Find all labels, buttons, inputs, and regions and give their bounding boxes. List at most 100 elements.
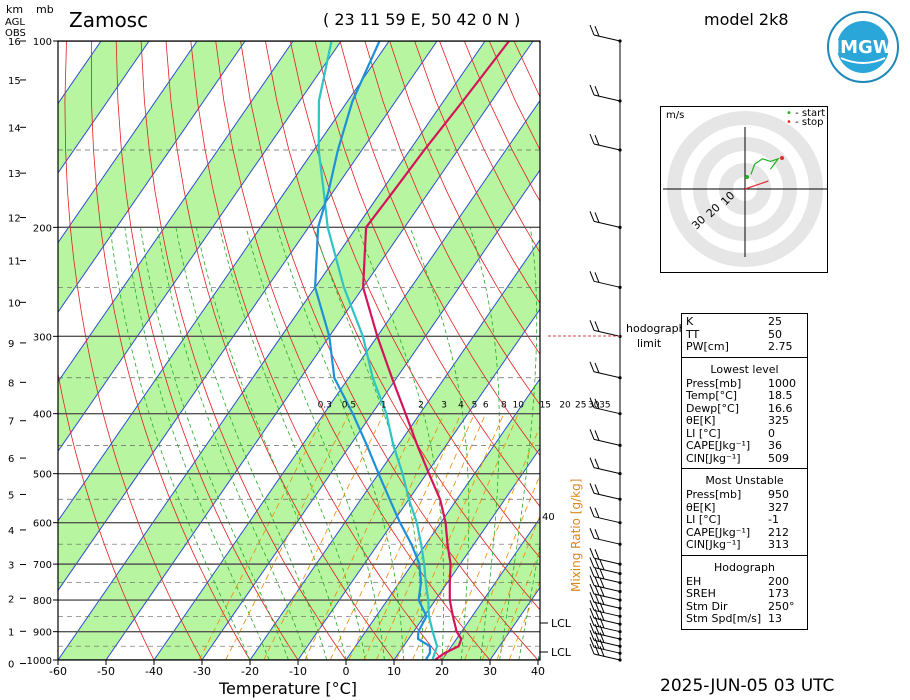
- isotherm: [249, 238, 540, 660]
- hodograph-index-value: 173: [768, 587, 789, 600]
- mixing-ratio-value: 4: [458, 401, 464, 411]
- hodograph-index-key: EH: [686, 574, 702, 588]
- height-tick-label: 7: [8, 417, 14, 428]
- x-tick-label: -50: [97, 665, 115, 678]
- x-tick-label: -30: [193, 665, 211, 678]
- lowest-level-row: Temp[°C] 18.5: [682, 389, 807, 403]
- lowest-level-value: 18.5: [768, 389, 793, 402]
- most-unstable-row: θE[K] 327: [682, 500, 807, 515]
- isotherm: [0, 41, 5, 660]
- logo-text: IMGW: [833, 37, 892, 58]
- pressure-tick-label: 800: [33, 596, 52, 607]
- lowest-level-row: CIN[Jkg⁻¹] 509: [682, 451, 807, 466]
- pressure-tick-label: 900: [33, 628, 52, 639]
- mixing-ratio-value: 1: [381, 401, 387, 411]
- most-unstable-key: LI [°C]: [686, 513, 721, 526]
- mixing-ratio-value: 30: [588, 401, 600, 411]
- index-key: TT: [686, 327, 700, 341]
- most-unstable-value: 327: [768, 500, 789, 514]
- hodograph-index-key: SREH: [686, 587, 716, 600]
- station-coordinates: ( 23 11 59 E, 50 42 0 N ): [323, 10, 521, 29]
- isotherm: [58, 41, 486, 660]
- lcl-label-upper: LCL: [551, 617, 572, 630]
- index-key: PW[cm]: [686, 340, 729, 353]
- mb-unit-label: mb: [36, 3, 54, 16]
- wind-barb: [589, 557, 622, 576]
- height-tick-label: 0: [8, 660, 14, 671]
- mixing-ratio-value: 3: [441, 401, 447, 411]
- lowest-level-row: CAPE[Jkg⁻¹] 36: [682, 439, 807, 453]
- model-label: model 2k8: [704, 10, 789, 29]
- mixing-ratio-line: [329, 413, 445, 660]
- hodograph-index-key: Stm Dir: [686, 599, 728, 613]
- isotherm: [105, 41, 534, 660]
- wind-barb: [589, 397, 622, 416]
- sounding-series-0: [361, 41, 510, 660]
- mixing-ratio-line: [198, 413, 326, 660]
- lowest-level-value: 16.6: [768, 401, 793, 415]
- isotherm: [58, 41, 342, 453]
- x-axis-title: Temperature [°C]: [218, 679, 357, 698]
- mixing-ratio-value: 20: [559, 401, 571, 411]
- lowest-level-key: CIN[Jkg⁻¹]: [686, 451, 741, 465]
- mixing-ratio-value: 0.3: [318, 401, 332, 411]
- dry-adiabat: [339, 41, 540, 457]
- moist-adiabat: [469, 227, 500, 660]
- hodograph-start-marker: [745, 175, 749, 179]
- height-tick-label: 2: [8, 594, 14, 605]
- most-unstable-key: θE[K]: [686, 500, 716, 514]
- most-unstable-value: 313: [768, 538, 789, 551]
- dry-adiabat: [265, 41, 540, 611]
- plot-frame: [57, 40, 541, 661]
- forty-label: 40: [542, 512, 555, 523]
- lowest-level-value: 36: [768, 439, 782, 452]
- moist-adiabat: [357, 227, 445, 660]
- lowest-level-value: 1000: [768, 376, 796, 390]
- mixing-ratio-line: [225, 413, 350, 660]
- lowest-level-row: Dewp[°C] 16.6: [682, 401, 807, 416]
- wind-barb: [589, 506, 622, 525]
- wind-barb: [589, 211, 622, 229]
- hodograph-index-row: EH 200: [682, 574, 807, 589]
- lowest-level-section: Lowest level Press[mb] 1000 Temp[°C] 18.5 De…: [682, 358, 807, 469]
- x-tick-label: 10: [387, 665, 401, 678]
- datetime-label: 2025-JUN-05 03 UTC: [660, 676, 835, 696]
- isotherm: [441, 517, 540, 660]
- height-tick-label: 15: [8, 76, 21, 87]
- km-unit-label: km: [6, 3, 24, 16]
- lowest-level-value: 325: [768, 414, 789, 427]
- mixing-ratio-line: [508, 579, 540, 660]
- pressure-tick-label: 300: [33, 332, 52, 343]
- x-tick-label: 0: [343, 665, 350, 678]
- wind-barb: [589, 271, 622, 289]
- lowest-level-key: Press[mb]: [686, 376, 742, 390]
- lowest-level-key: Dewp[°C]: [686, 401, 739, 415]
- height-tick-label: 9: [8, 339, 14, 350]
- x-tick-label: -40: [145, 665, 163, 678]
- index-key: K: [686, 315, 694, 328]
- height-tick-label: 16: [8, 37, 21, 48]
- most-unstable-row: CIN[Jkg⁻¹] 313: [682, 538, 807, 552]
- x-tick-label: 30: [483, 665, 497, 678]
- lowest-level-key: θE[K]: [686, 414, 716, 427]
- index-row: TT 50: [682, 327, 807, 342]
- pressure-tick-label: 400: [33, 410, 52, 421]
- hodograph-panel: 10 20 30 m/s • - start • - stop: [660, 106, 828, 273]
- indices-panel: K 25 TT 50 PW[cm] 2.75 Lowest level Press[mb]…: [681, 313, 808, 630]
- isotherm: [58, 41, 246, 314]
- x-tick-label: -60: [49, 665, 67, 678]
- stability-indices-top: K 25 TT 50 PW[cm] 2.75: [682, 314, 807, 358]
- index-value: 50: [768, 327, 782, 341]
- isotherm: [153, 99, 540, 660]
- wind-barb: [589, 547, 622, 566]
- most-unstable-value: 950: [768, 488, 789, 501]
- hodograph-indices-title: Hodograph: [714, 560, 775, 574]
- most-unstable-title: Most Unstable: [705, 474, 784, 487]
- lowest-level-value: 0: [768, 426, 775, 440]
- hodograph-legend-stop: • - stop: [786, 117, 824, 128]
- sounding-series-1: [313, 41, 431, 660]
- mixing-ratio-label: Mixing Ratio [g/kg]: [569, 479, 583, 592]
- height-tick-label: 3: [8, 561, 14, 572]
- isotherm: [58, 41, 438, 592]
- isotherm: [393, 447, 540, 660]
